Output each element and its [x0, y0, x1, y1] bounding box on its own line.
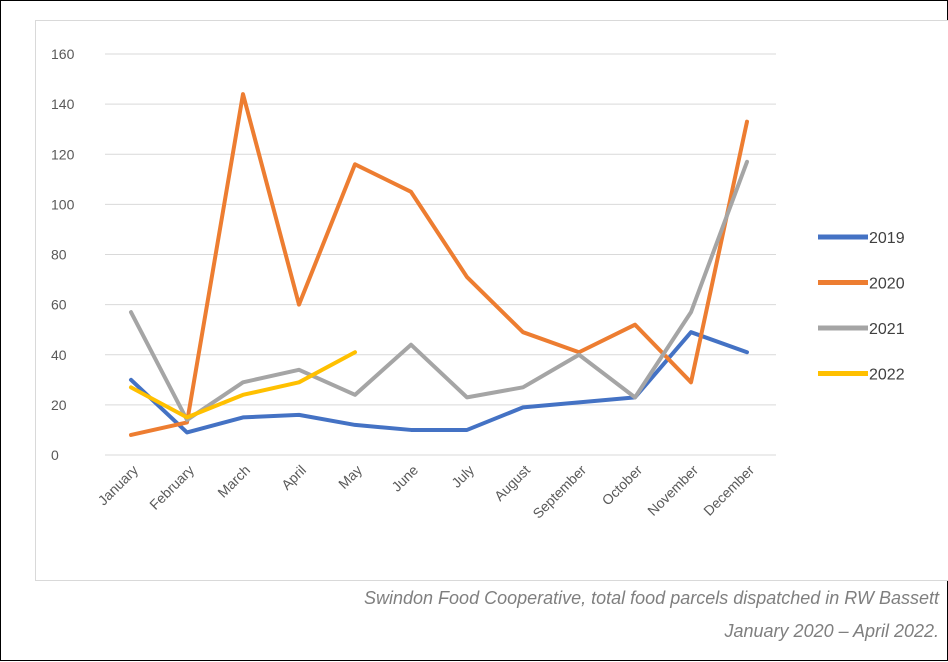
x-tick-label: January: [95, 462, 142, 509]
series-lines: [129, 92, 749, 437]
x-tick-label: March: [214, 462, 253, 501]
x-tick-label: July: [448, 462, 477, 491]
legend-label-2021: 2021: [869, 321, 905, 338]
x-tick-label: August: [491, 462, 533, 504]
x-tick-label: December: [700, 462, 757, 519]
y-tick-label: 20: [51, 397, 67, 413]
y-tick-label: 120: [51, 146, 75, 162]
gridlines: [105, 53, 776, 456]
legend: 2019 2020 2021 2022: [818, 230, 905, 384]
series-line-2021: [129, 159, 749, 422]
y-tick-label: 140: [51, 96, 75, 112]
caption-line-1: Swindon Food Cooperative, total food par…: [364, 588, 939, 608]
x-tick-label: September: [529, 462, 589, 522]
legend-label-2020: 2020: [869, 276, 905, 293]
y-tick-label: 160: [51, 46, 75, 62]
series-line-2022: [129, 350, 357, 420]
series-line-2020: [129, 92, 749, 437]
x-tick-label: October: [599, 462, 646, 509]
x-tick-label: May: [335, 462, 365, 492]
y-tick-label: 100: [51, 196, 75, 212]
legend-label-2022: 2022: [869, 367, 905, 384]
y-axis-ticks: 0 20 40 60 80 100 120 140 160: [51, 46, 75, 463]
x-tick-label: February: [146, 462, 197, 513]
x-tick-label: June: [388, 462, 421, 495]
caption-line-2: January 2020 – April 2022.: [724, 621, 939, 641]
x-tick-label: April: [278, 462, 309, 493]
y-tick-label: 60: [51, 297, 67, 313]
y-tick-label: 40: [51, 347, 67, 363]
legend-label-2019: 2019: [869, 230, 905, 247]
x-tick-label: November: [644, 462, 701, 519]
y-tick-label: 80: [51, 247, 67, 263]
y-tick-label: 0: [51, 447, 59, 463]
x-axis-ticks: January February March April May June July Augu…: [95, 462, 758, 522]
